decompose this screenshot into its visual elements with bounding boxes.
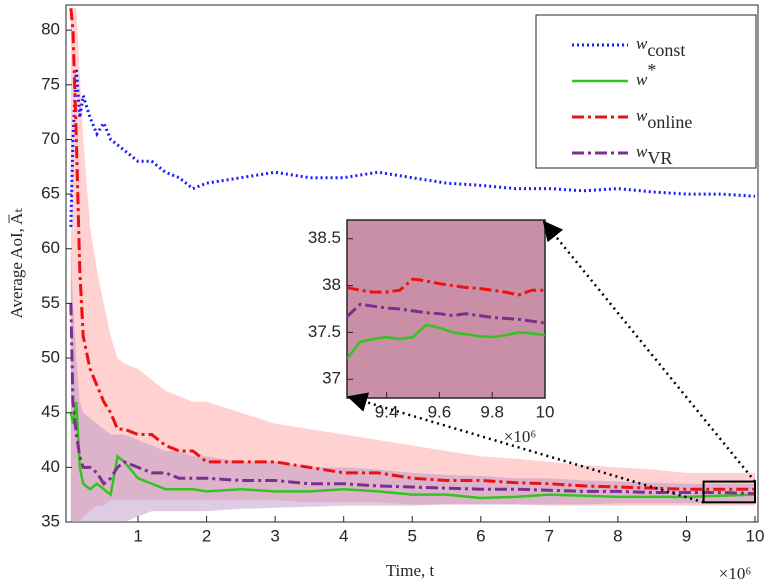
plot-layer (69, 8, 756, 522)
x-tick-label: 5 (408, 526, 417, 545)
zoom-arrow (347, 392, 704, 504)
y-tick-label: 37 (322, 369, 341, 388)
x-tick-label: 9.8 (480, 402, 504, 421)
y-tick-label: 70 (41, 129, 60, 148)
inset-background (346, 219, 546, 399)
y-tick-label: 40 (41, 457, 60, 476)
zoom-box (702, 480, 757, 504)
legend-label: wVR (636, 142, 672, 168)
confidence-band (70, 248, 756, 522)
x-tick-label: 3 (270, 526, 279, 545)
y-axis-label: Average AoI, A̅ₜ (7, 208, 26, 319)
x-tick-label: 8 (613, 526, 622, 545)
x-multiplier: ×10⁶ (504, 427, 537, 446)
x-tick-label: 9.4 (375, 402, 399, 421)
legend-text: w (636, 34, 648, 53)
x-tick-label: 7 (545, 526, 554, 545)
confidence-band (70, 8, 755, 522)
y-tick-label: 45 (41, 402, 60, 421)
y-tick-label: 65 (41, 184, 60, 203)
x-axis-label: Time, t (386, 561, 435, 580)
x-tick-label: 6 (476, 526, 485, 545)
series-line (347, 302, 545, 325)
y-tick-label: 37.5 (308, 322, 341, 341)
x-tick-label: 1 (133, 526, 142, 545)
legend-text: w (636, 142, 648, 161)
series-line (69, 303, 756, 496)
legend-text: w (636, 70, 648, 89)
legend-text: w (636, 106, 648, 125)
y-tick-label: 80 (41, 20, 60, 39)
y-tick-label: 55 (41, 293, 60, 312)
x-tick-label: 10 (746, 526, 765, 545)
y-tick-label: 38 (322, 275, 341, 294)
legend-label: w* (636, 60, 656, 89)
legend-text: * (647, 60, 656, 80)
x-tick-label: 4 (339, 526, 348, 545)
legend-text: const (647, 40, 685, 60)
x-tick-label: 9.6 (428, 402, 452, 421)
series-line (347, 323, 545, 360)
x-tick-label: 9 (682, 526, 691, 545)
legend-box (535, 14, 757, 169)
x-tick-label: 2 (202, 526, 211, 545)
zoom-arrow (542, 220, 756, 483)
plot-layer (347, 277, 545, 360)
y-tick-label: 60 (41, 238, 60, 257)
legend-text: VR (647, 148, 672, 168)
legend-text: online (647, 112, 692, 132)
y-tick-label: 50 (41, 348, 60, 367)
x-tick-label: 10 (536, 402, 555, 421)
series-line (347, 277, 545, 297)
y-tick-label: 38.5 (308, 228, 341, 247)
legend-label: wconst (636, 34, 685, 60)
y-tick-label: 75 (41, 74, 60, 93)
legend-label: wonline (636, 106, 692, 132)
series-line (69, 401, 756, 500)
y-tick-label: 35 (41, 511, 60, 530)
x-multiplier: ×10⁶ (719, 564, 752, 583)
